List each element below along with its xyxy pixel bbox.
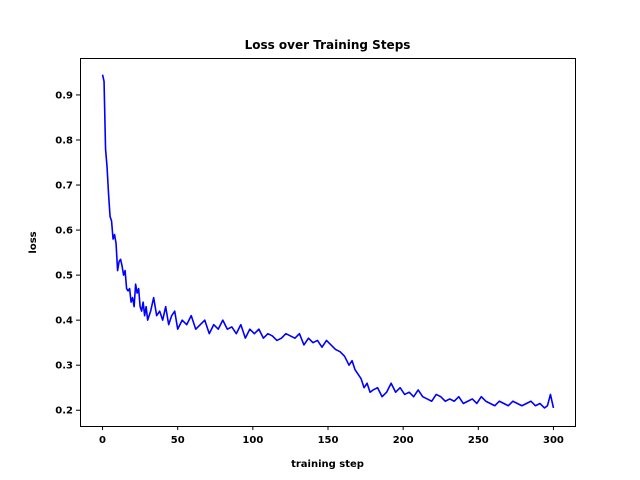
y-tick-label: 0.4: [55, 316, 73, 327]
x-tick-label: 150: [318, 435, 339, 446]
y-tick-label: 0.5: [55, 271, 73, 282]
x-tick-label: 300: [543, 435, 564, 446]
y-tick-label: 0.3: [55, 361, 73, 372]
loss-series-line: [101, 74, 555, 409]
x-axis: 0 50 100 150 200 250 300: [99, 426, 564, 446]
x-axis-label: training step: [291, 459, 364, 470]
x-tick-label: 100: [242, 435, 263, 446]
x-tick-label: 0: [99, 435, 106, 446]
y-tick-label: 0.8: [55, 135, 73, 146]
y-axis-label: loss: [28, 231, 39, 253]
y-tick-label: 0.9: [55, 90, 73, 101]
series-layer: [101, 74, 555, 409]
plot-frame: [80, 58, 576, 427]
y-tick-label: 0.7: [55, 181, 73, 192]
x-tick-label: 50: [171, 435, 185, 446]
x-tick-label: 250: [468, 435, 489, 446]
chart-title: Loss over Training Steps: [245, 38, 411, 52]
y-tick-label: 0.2: [55, 406, 73, 417]
y-tick-label: 0.6: [55, 226, 73, 237]
y-axis: 0.2 0.3 0.4 0.5 0.6 0.7 0.8 0.9: [55, 90, 80, 417]
plot-area: [80, 58, 576, 427]
x-tick-label: 200: [393, 435, 414, 446]
